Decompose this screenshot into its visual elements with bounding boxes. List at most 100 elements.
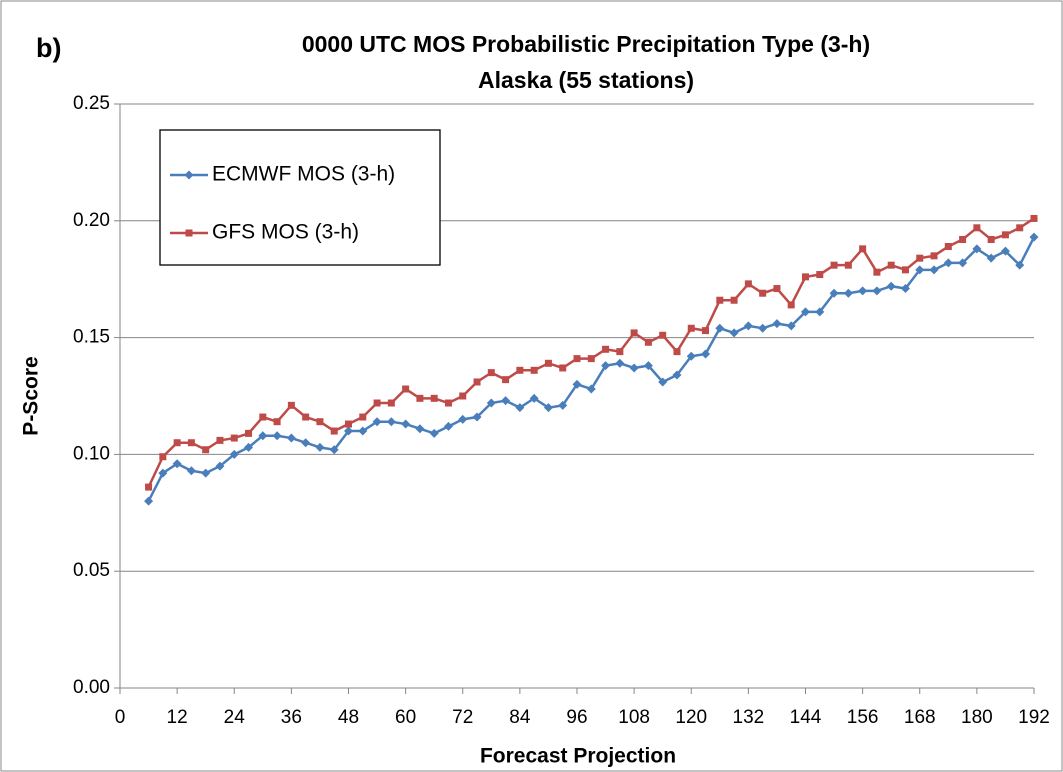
data-point <box>486 398 496 408</box>
data-point <box>916 254 924 262</box>
data-point <box>1001 231 1009 239</box>
data-point <box>186 466 196 476</box>
data-point <box>786 321 796 331</box>
x-tick-label: 144 <box>790 707 822 728</box>
data-point <box>401 419 411 429</box>
x-axis-label: Forecast Projection <box>480 745 676 768</box>
data-point <box>558 400 568 410</box>
data-point <box>872 286 882 296</box>
data-point <box>429 428 439 438</box>
data-point <box>687 324 695 332</box>
data-point <box>616 348 624 356</box>
chart-subtitle: Alaska (55 stations) <box>478 67 694 93</box>
data-point <box>202 446 210 454</box>
data-point <box>259 413 267 421</box>
data-point <box>930 252 938 260</box>
data-point <box>415 424 425 434</box>
data-point <box>730 296 738 304</box>
data-point <box>958 258 968 268</box>
data-point <box>145 483 153 491</box>
data-point <box>502 376 510 384</box>
data-point <box>416 394 424 402</box>
data-point <box>159 453 167 461</box>
data-point <box>944 242 952 250</box>
data-point <box>972 244 982 254</box>
data-point <box>702 327 710 335</box>
data-point <box>615 358 625 368</box>
data-point <box>644 338 652 346</box>
data-point <box>844 261 852 269</box>
data-point <box>487 369 495 377</box>
x-tick-label: 96 <box>566 707 587 728</box>
data-point <box>959 235 967 243</box>
data-point <box>515 403 525 413</box>
data-point <box>273 418 281 426</box>
data-point <box>801 307 810 317</box>
data-point <box>302 413 310 421</box>
data-point <box>344 426 353 436</box>
data-point <box>529 393 539 403</box>
legend-marker <box>184 170 194 180</box>
data-point <box>345 420 352 428</box>
data-point <box>272 431 282 441</box>
data-point <box>816 271 824 279</box>
data-point <box>873 268 881 276</box>
x-tick-label: 108 <box>618 707 650 728</box>
data-point <box>715 323 725 333</box>
data-point <box>986 253 996 263</box>
y-tick-label: 0.00 <box>73 677 110 698</box>
data-point <box>244 442 254 452</box>
x-tick-label: 84 <box>509 707 531 728</box>
x-tick-label: 36 <box>281 707 302 728</box>
data-point <box>973 224 981 232</box>
data-point <box>301 438 311 448</box>
data-point <box>230 434 238 442</box>
data-point <box>630 329 638 337</box>
y-axis-label: P-Score <box>20 356 43 435</box>
data-point <box>559 364 567 372</box>
data-point <box>743 321 753 331</box>
data-point <box>229 449 239 459</box>
data-point <box>901 266 909 274</box>
data-point <box>802 273 809 281</box>
data-point <box>316 418 324 426</box>
data-point <box>258 431 268 441</box>
x-tick-label: 168 <box>904 707 936 728</box>
data-point <box>787 301 795 309</box>
data-point <box>458 414 468 424</box>
data-point <box>501 396 511 406</box>
y-tick-label: 0.15 <box>73 327 110 348</box>
data-point <box>373 399 381 407</box>
data-point <box>729 328 739 338</box>
data-point <box>1015 260 1025 270</box>
data-point <box>1029 232 1039 242</box>
data-point <box>915 265 925 275</box>
x-tick-label: 180 <box>961 707 993 728</box>
data-point <box>543 403 553 413</box>
data-point <box>473 378 481 386</box>
data-point <box>772 319 782 329</box>
data-point <box>187 439 195 447</box>
data-point <box>329 445 339 455</box>
data-point <box>815 307 825 317</box>
data-point <box>587 355 595 363</box>
data-point <box>444 399 452 407</box>
x-tick-label: 12 <box>167 707 188 728</box>
data-point <box>602 345 610 353</box>
data-point <box>144 496 154 506</box>
y-tick-label: 0.20 <box>73 210 110 231</box>
data-point <box>672 370 682 380</box>
legend-marker <box>185 229 193 237</box>
x-tick-label: 48 <box>338 707 359 728</box>
data-point <box>573 355 581 363</box>
data-point <box>1016 224 1024 232</box>
data-point <box>987 235 995 243</box>
panel-label: b) <box>36 33 61 63</box>
data-point <box>859 245 867 253</box>
x-tick-label: 132 <box>733 707 765 728</box>
x-tick-label: 0 <box>115 707 126 728</box>
data-point <box>673 348 681 356</box>
x-tick-label: 156 <box>847 707 879 728</box>
